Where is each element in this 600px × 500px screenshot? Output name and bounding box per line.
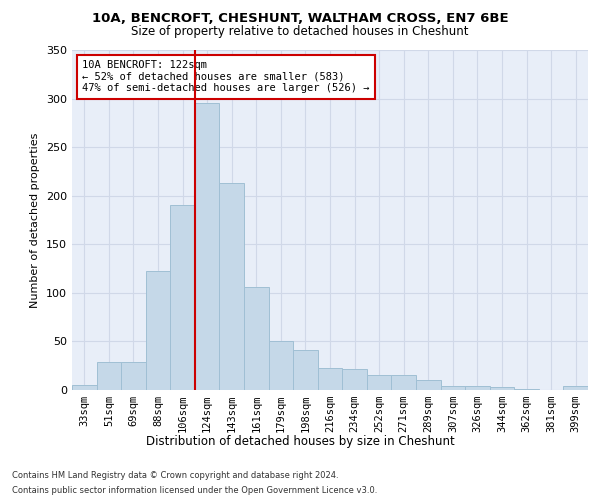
Bar bbox=[490, 387, 514, 390]
Bar bbox=[97, 362, 121, 390]
Bar bbox=[318, 368, 342, 390]
Bar bbox=[416, 380, 440, 390]
Bar bbox=[72, 385, 97, 390]
Bar bbox=[170, 206, 195, 390]
Bar bbox=[342, 368, 367, 390]
Bar bbox=[367, 376, 391, 390]
Bar bbox=[514, 389, 539, 390]
Bar bbox=[121, 362, 146, 390]
Text: Distribution of detached houses by size in Cheshunt: Distribution of detached houses by size … bbox=[146, 435, 454, 448]
Bar bbox=[440, 386, 465, 390]
Bar bbox=[465, 386, 490, 390]
Bar bbox=[220, 183, 244, 390]
Bar bbox=[293, 350, 318, 390]
Text: Contains public sector information licensed under the Open Government Licence v3: Contains public sector information licen… bbox=[12, 486, 377, 495]
Bar bbox=[269, 342, 293, 390]
Text: 10A BENCROFT: 122sqm
← 52% of detached houses are smaller (583)
47% of semi-deta: 10A BENCROFT: 122sqm ← 52% of detached h… bbox=[82, 60, 370, 94]
Text: Contains HM Land Registry data © Crown copyright and database right 2024.: Contains HM Land Registry data © Crown c… bbox=[12, 471, 338, 480]
Y-axis label: Number of detached properties: Number of detached properties bbox=[31, 132, 40, 308]
Text: 10A, BENCROFT, CHESHUNT, WALTHAM CROSS, EN7 6BE: 10A, BENCROFT, CHESHUNT, WALTHAM CROSS, … bbox=[92, 12, 508, 26]
Bar bbox=[563, 386, 588, 390]
Bar bbox=[195, 104, 220, 390]
Bar bbox=[244, 287, 269, 390]
Text: Size of property relative to detached houses in Cheshunt: Size of property relative to detached ho… bbox=[131, 25, 469, 38]
Bar bbox=[146, 272, 170, 390]
Bar bbox=[391, 376, 416, 390]
